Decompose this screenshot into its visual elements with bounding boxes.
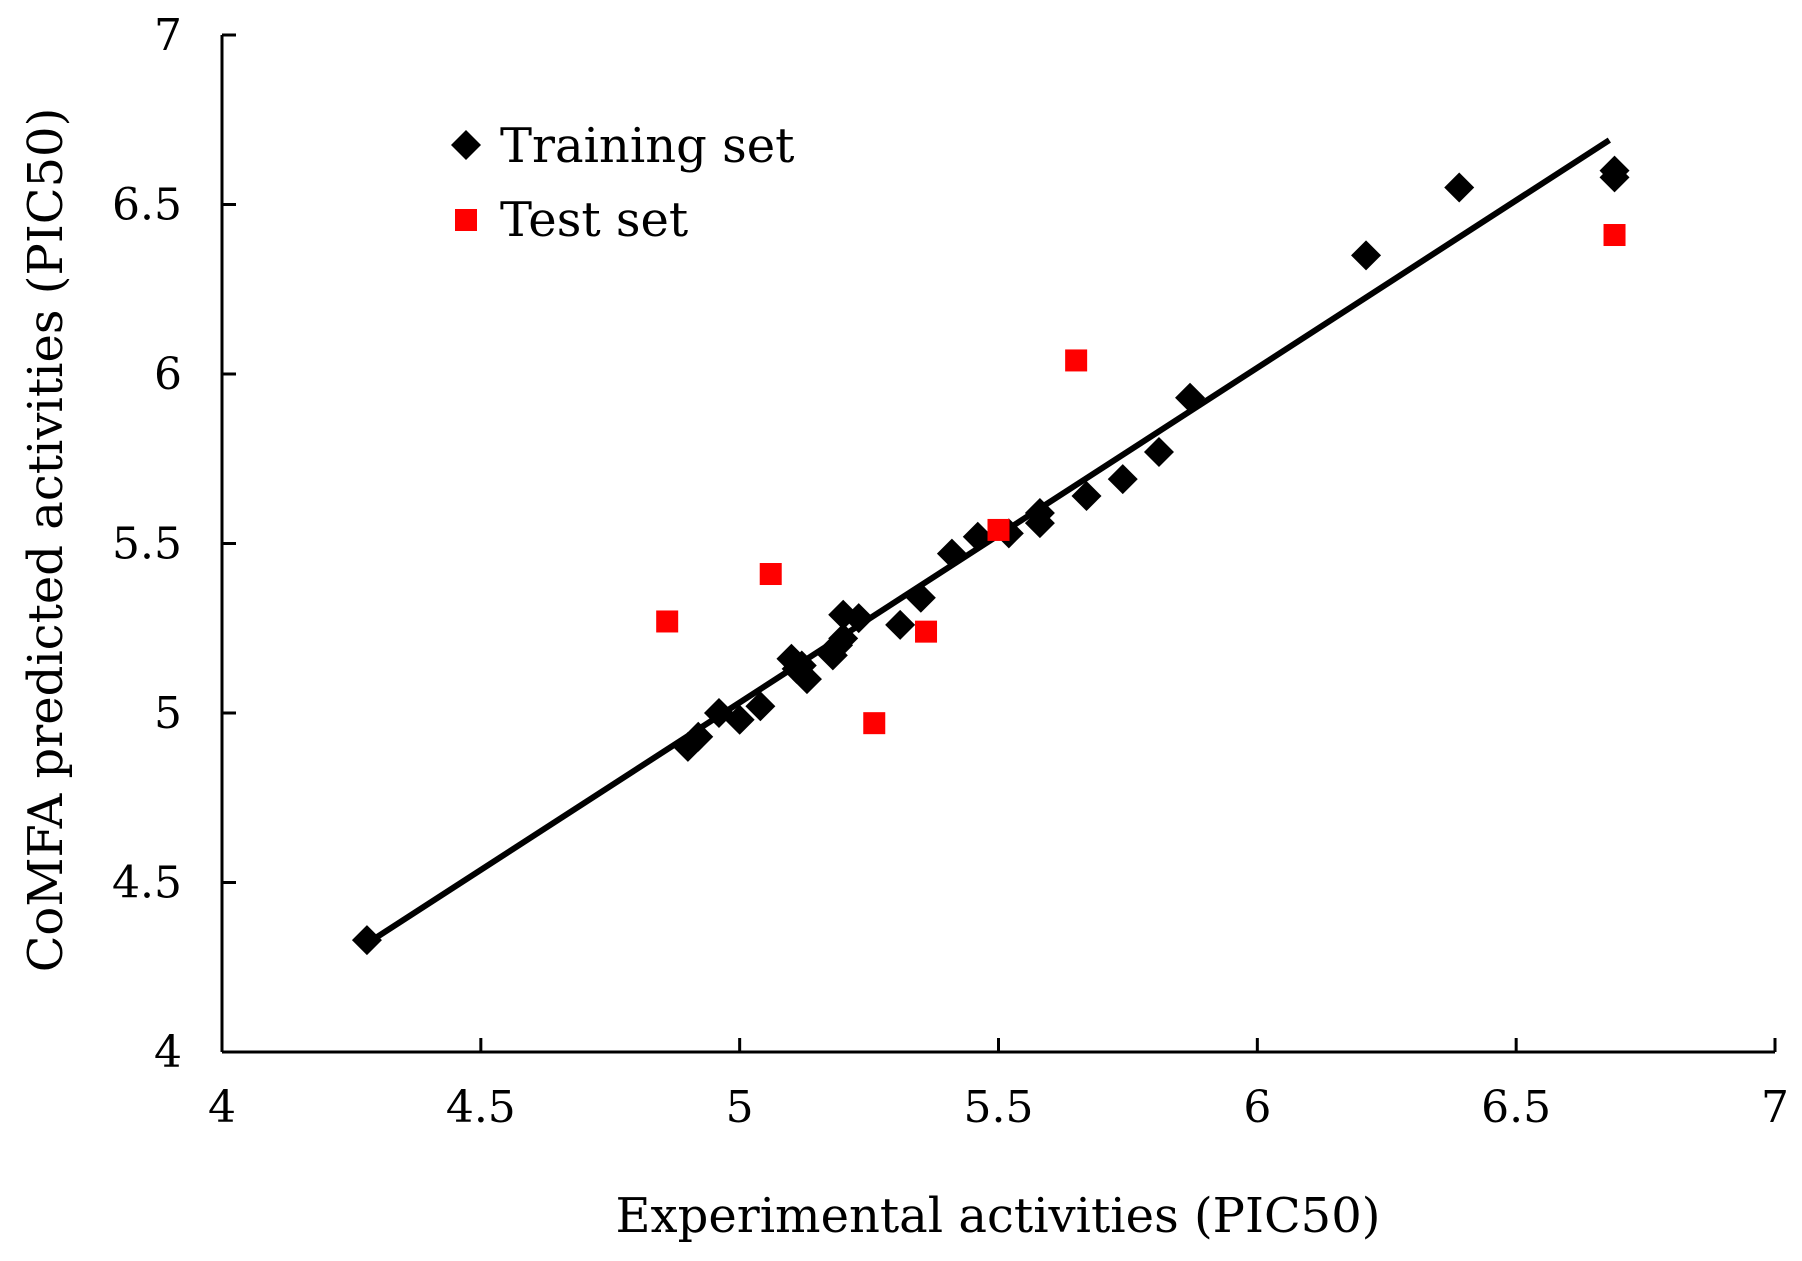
- y-tick-label: 7: [154, 10, 182, 61]
- training-point: [936, 538, 967, 569]
- training-point: [1599, 162, 1630, 193]
- training-point: [843, 603, 874, 634]
- training-point: [683, 721, 714, 752]
- training-point: [1107, 464, 1138, 495]
- training-point: [791, 664, 822, 695]
- training-point: [885, 609, 916, 640]
- legend-marker-training: [451, 130, 481, 160]
- data-series: [351, 155, 1630, 956]
- regression-line-group: [365, 137, 1611, 947]
- training-point: [1351, 240, 1382, 271]
- x-tick-labels: 4 4.5 5 5.5 6 6.5 7: [208, 1082, 1789, 1133]
- x-tick-label: 4.5: [446, 1082, 516, 1133]
- test-point: [1603, 224, 1626, 247]
- training-point: [905, 582, 936, 613]
- regression-line: [365, 137, 1611, 947]
- legend: Training set Test set: [451, 118, 794, 248]
- x-tick-label: 6.5: [1481, 1082, 1551, 1133]
- y-tick-label: 4: [154, 1027, 182, 1078]
- legend-label-training: Training set: [500, 118, 794, 174]
- x-tick-label: 4: [208, 1082, 236, 1133]
- training-point: [1024, 497, 1055, 528]
- x-axis-title: Experimental activities (PIC50): [616, 1188, 1381, 1244]
- y-tick-label: 4.5: [112, 858, 182, 909]
- x-tick-label: 7: [1761, 1082, 1789, 1133]
- y-tick-label: 5.5: [112, 519, 182, 570]
- y-tick-label: 5: [154, 688, 182, 739]
- training-point: [1143, 436, 1174, 467]
- test-point: [987, 518, 1010, 541]
- test-point: [863, 712, 886, 735]
- training-point: [1444, 172, 1475, 203]
- training-point: [1071, 481, 1102, 512]
- series-test-set: [656, 224, 1626, 735]
- x-tick-label: 5: [726, 1082, 754, 1133]
- training-point: [828, 623, 859, 654]
- y-tick-label: 6: [154, 349, 182, 400]
- training-point: [1175, 382, 1206, 413]
- training-point: [962, 521, 993, 552]
- y-axis-title: CoMFA predicted activities (PIC50): [18, 108, 74, 973]
- test-point: [656, 610, 679, 633]
- test-point: [915, 620, 938, 643]
- y-tick-label: 6.5: [112, 180, 182, 231]
- x-tick-label: 6: [1243, 1082, 1271, 1133]
- legend-label-test: Test set: [500, 192, 688, 248]
- legend-marker-test: [455, 209, 477, 231]
- test-point: [759, 563, 782, 586]
- training-point: [351, 925, 382, 956]
- test-point: [1065, 349, 1088, 372]
- y-tick-labels: 4 4.5 5 5.5 6 6.5 7: [112, 10, 182, 1078]
- training-point: [745, 691, 776, 722]
- tick-marks: [220, 33, 1777, 1054]
- x-tick-label: 5.5: [964, 1082, 1034, 1133]
- training-point: [724, 704, 755, 735]
